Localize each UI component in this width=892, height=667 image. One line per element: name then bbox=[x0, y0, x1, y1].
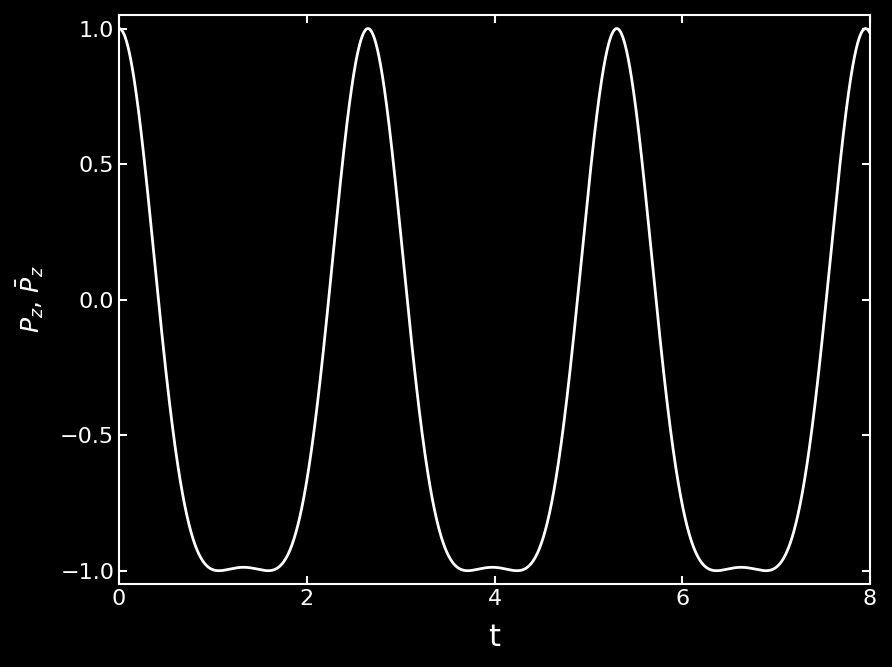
Y-axis label: $P_z$, $\bar{P}_z$: $P_z$, $\bar{P}_z$ bbox=[15, 265, 46, 334]
X-axis label: t: t bbox=[489, 623, 500, 652]
